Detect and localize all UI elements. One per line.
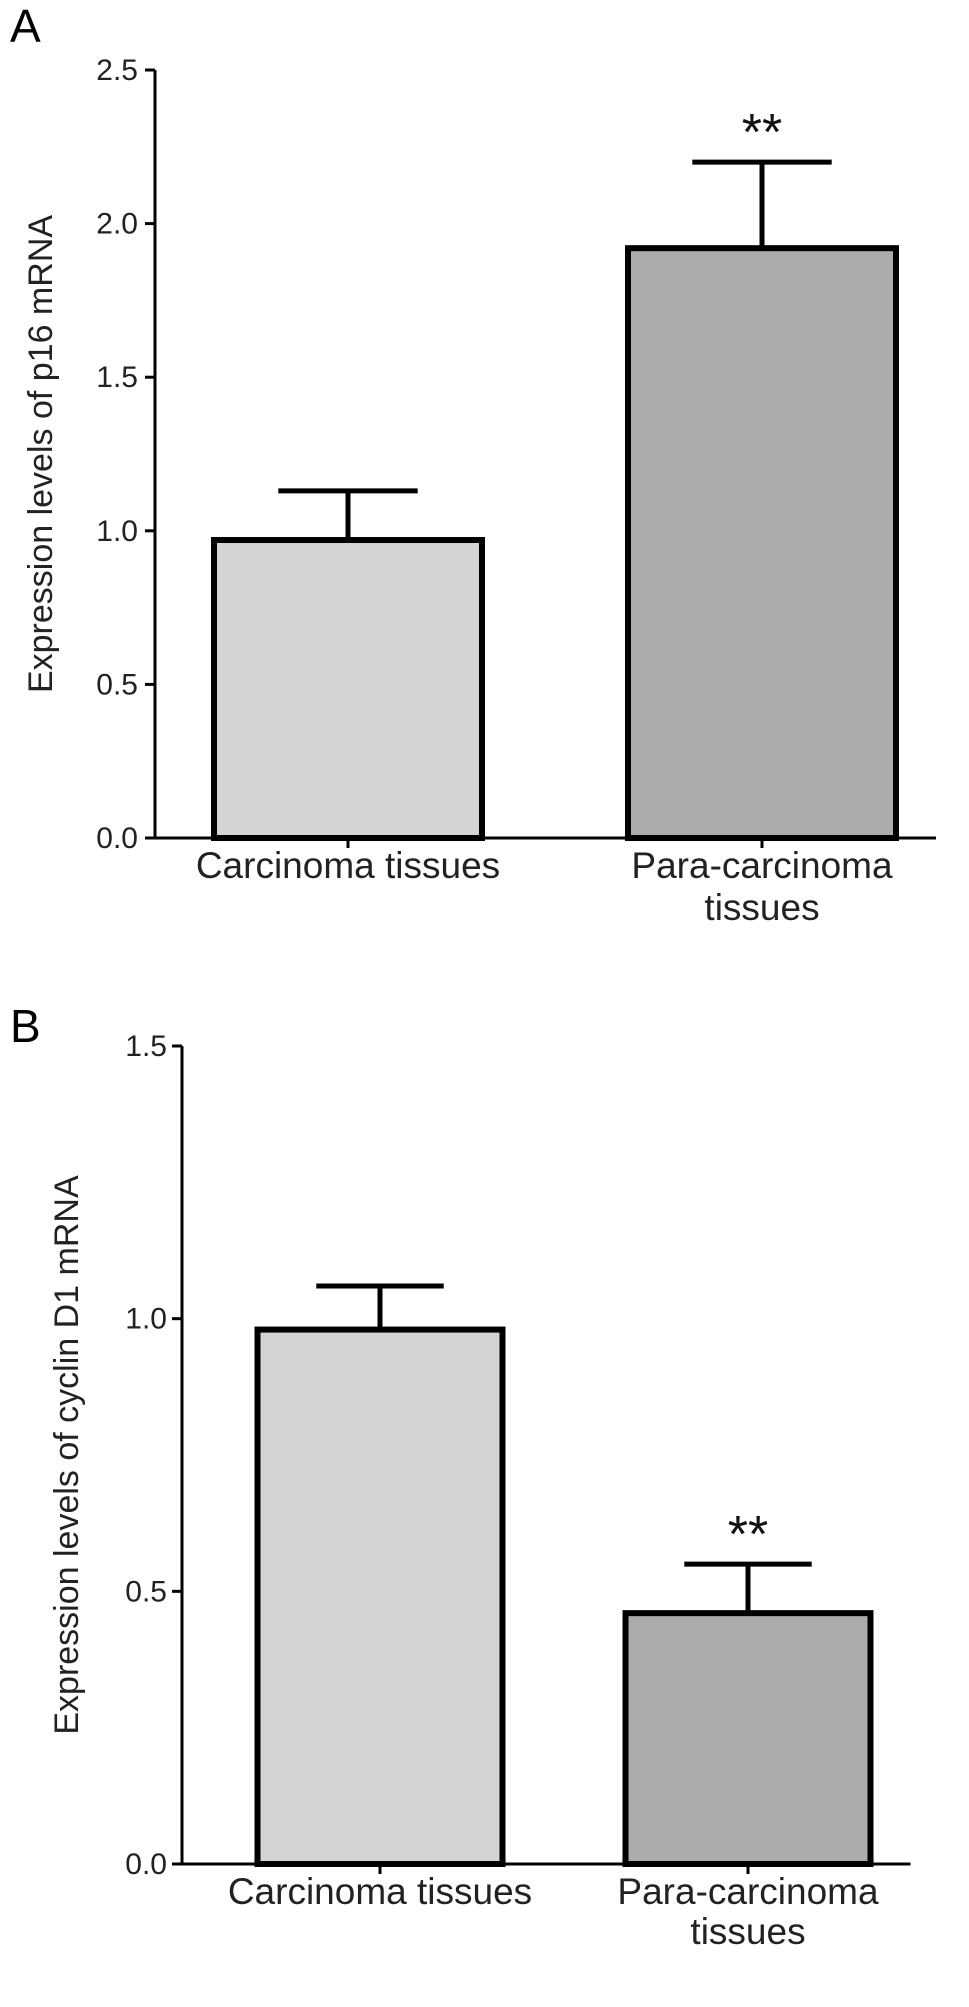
y-axis-title-b: Expression levels of cyclin D1 mRNA	[48, 1175, 86, 1735]
bar-b-2	[622, 1610, 874, 1867]
x-category-label-a-2-line2: tissues	[704, 887, 819, 928]
x-category-label-b-2-line1: Para-carcinoma	[617, 1871, 879, 1912]
y-tick-label-a-4: 1.5	[96, 361, 138, 394]
bar-a-2	[625, 245, 899, 841]
y-tick-label-a-2: 0.5	[96, 668, 138, 701]
panel-label-b: B	[10, 1000, 41, 1052]
y-tick-label-a-3: 1.0	[96, 515, 138, 548]
significance-label-a-2: **	[742, 104, 782, 162]
bar-a-1	[211, 537, 485, 841]
x-category-label-b-1: Carcinoma tissues	[228, 1871, 532, 1912]
x-category-label-a-2-line1: Para-carcinoma	[631, 845, 893, 886]
panel-label-a: A	[10, 0, 41, 52]
y-tick-label-a-1: 0.0	[96, 822, 138, 855]
chart-b-svg: B Expression levels of cyclin D1 mRNA Carc…	[10, 1000, 911, 1952]
y-tick-label-b-3: 1.0	[125, 1303, 167, 1336]
y-tick-label-b-1: 0.0	[125, 1848, 167, 1881]
chart-panel-b: B Expression levels of cyclin D1 mRNA Carc…	[0, 1000, 969, 2007]
y-tick-label-b-2: 0.5	[125, 1575, 167, 1608]
chart-a-svg: A Expression levels of p16 mRNA Carcinoma …	[10, 0, 936, 928]
y-axis-title-a: Expression levels of p16 mRNA	[22, 215, 60, 693]
significance-label-b-2: **	[728, 1506, 768, 1564]
y-tick-label-a-6: 2.5	[96, 54, 138, 87]
y-tick-label-a-5: 2.0	[96, 208, 138, 241]
x-category-label-a-1: Carcinoma tissues	[196, 845, 500, 886]
chart-panel-a: A Expression levels of p16 mRNA Carcinoma …	[0, 0, 969, 1000]
y-tick-label-b-4: 1.5	[125, 1030, 167, 1063]
bar-b-1	[254, 1326, 506, 1868]
x-category-label-b-2-line2: tissues	[690, 1911, 805, 1952]
